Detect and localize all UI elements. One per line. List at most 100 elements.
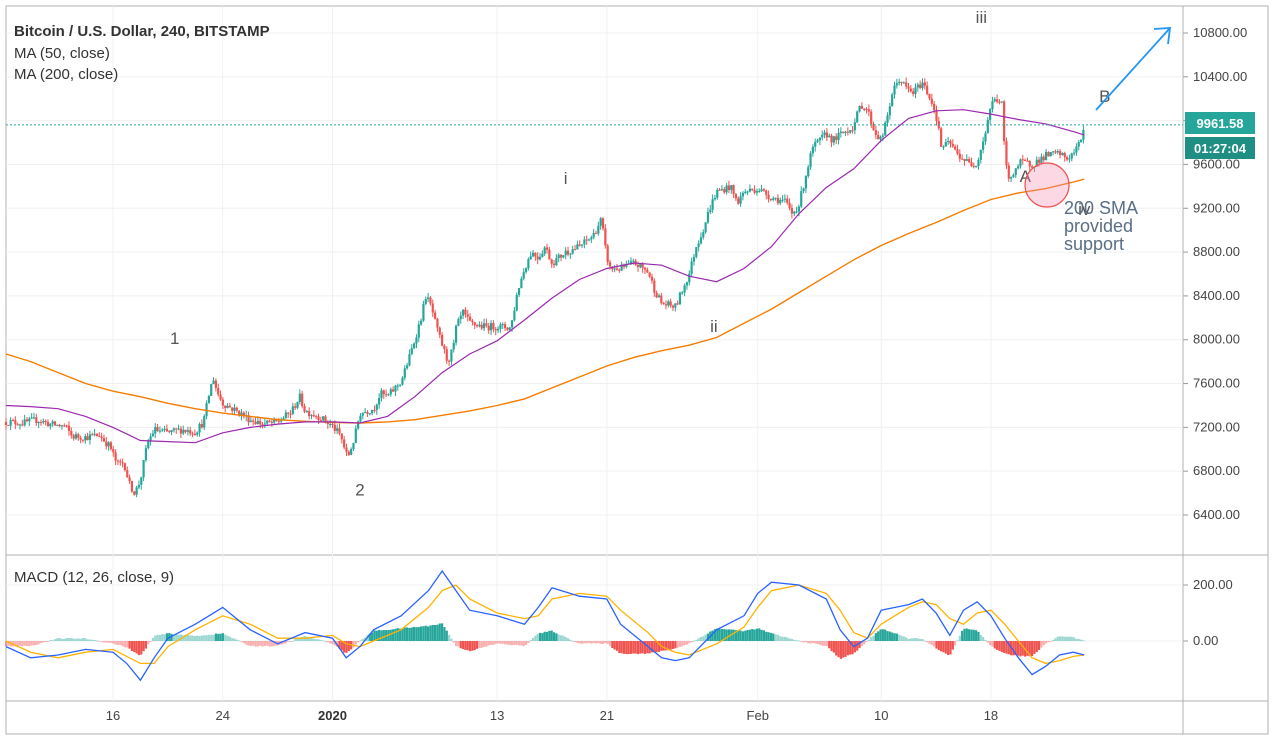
candle[interactable] [198,422,201,437]
candle[interactable] [359,413,362,422]
candle[interactable] [972,162,975,169]
candle[interactable] [56,424,59,427]
candle[interactable] [667,299,670,308]
candle[interactable] [53,420,57,427]
candle[interactable] [142,459,145,482]
candle[interactable] [98,432,101,438]
candle[interactable] [604,224,607,249]
candle[interactable] [70,427,73,439]
candle[interactable] [1021,154,1024,165]
candle[interactable] [860,102,863,109]
candle[interactable] [851,125,854,134]
candle[interactable] [664,300,668,310]
candle[interactable] [1040,153,1043,165]
candle[interactable] [923,78,926,90]
candle[interactable] [545,243,549,254]
candle[interactable] [119,458,122,466]
candle[interactable] [695,246,698,259]
candle[interactable] [503,321,507,332]
candle[interactable] [1014,167,1017,179]
ma50-line[interactable] [5,109,1085,444]
candle[interactable] [205,400,208,420]
candle[interactable] [485,318,488,328]
candle[interactable] [268,419,271,423]
candle[interactable] [130,480,134,493]
candle[interactable] [970,157,973,168]
candle[interactable] [303,403,306,414]
candle[interactable] [345,443,348,456]
candle[interactable] [984,131,987,145]
candle[interactable] [263,418,266,429]
candle[interactable] [592,229,595,240]
candle[interactable] [340,433,343,444]
candle[interactable] [291,402,294,416]
candle[interactable] [65,424,68,428]
candle[interactable] [1072,148,1076,156]
candle[interactable] [396,383,399,391]
candle[interactable] [646,267,649,273]
candle[interactable] [319,416,322,422]
candle[interactable] [905,77,908,90]
candle[interactable] [154,423,157,438]
candle[interactable] [137,480,141,490]
candle[interactable] [112,445,115,457]
candle[interactable] [1063,151,1066,162]
candle[interactable] [93,428,96,437]
candle[interactable] [996,94,999,104]
ma50-legend[interactable]: MA (50, close) [14,45,110,62]
candle[interactable] [564,247,567,260]
candle[interactable] [846,127,849,136]
candle[interactable] [158,426,162,434]
candle[interactable] [420,318,423,326]
candle[interactable] [221,396,224,409]
candle[interactable] [800,186,803,208]
candle[interactable] [748,184,752,193]
candle[interactable] [788,198,791,211]
candle[interactable] [67,421,71,436]
candle[interactable] [753,185,756,195]
candle[interactable] [100,432,103,442]
candle[interactable] [182,425,185,436]
candle[interactable] [447,359,451,366]
candle[interactable] [14,416,17,430]
candle[interactable] [678,291,682,306]
candle[interactable] [737,196,740,205]
candle[interactable] [308,407,311,420]
candle[interactable] [522,268,525,281]
candle[interactable] [46,419,50,427]
candle[interactable] [849,129,852,134]
candle[interactable] [566,246,570,257]
candle[interactable] [422,300,425,322]
candle[interactable] [399,384,402,388]
candle[interactable] [88,430,92,445]
candle[interactable] [856,110,859,123]
candle[interactable] [72,433,75,441]
candle[interactable] [781,195,784,203]
candle[interactable] [580,244,584,248]
candle[interactable] [837,128,840,145]
candle[interactable] [536,252,539,265]
candle[interactable] [643,266,647,275]
candle[interactable] [149,433,152,446]
candle[interactable] [515,292,518,312]
candle[interactable] [720,185,724,192]
candle[interactable] [944,138,947,147]
candle[interactable] [732,184,735,199]
candle[interactable] [755,188,759,196]
candle[interactable] [212,377,215,385]
candle[interactable] [951,139,954,148]
candle[interactable] [977,157,980,170]
candle[interactable] [459,311,462,324]
candle[interactable] [135,485,138,498]
candle[interactable] [378,393,381,409]
candle[interactable] [44,419,47,426]
candle[interactable] [380,388,383,402]
candle[interactable] [527,257,530,271]
candle[interactable] [949,139,952,148]
candle[interactable] [699,232,703,245]
candle[interactable] [231,407,234,415]
candle[interactable] [513,306,516,322]
candle[interactable] [123,462,127,472]
candle[interactable] [489,320,493,335]
candle[interactable] [4,417,8,430]
